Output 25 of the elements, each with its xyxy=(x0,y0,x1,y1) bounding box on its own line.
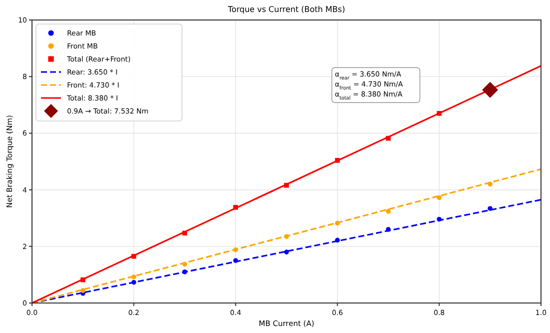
point xyxy=(233,258,238,263)
point xyxy=(488,182,492,187)
point xyxy=(131,280,136,285)
point xyxy=(182,262,188,267)
point xyxy=(182,269,188,274)
point xyxy=(386,208,391,214)
point xyxy=(284,250,289,254)
point xyxy=(436,195,442,200)
point xyxy=(131,274,136,280)
point xyxy=(233,247,238,252)
point xyxy=(182,230,188,236)
point xyxy=(335,158,340,163)
point xyxy=(386,227,391,232)
point xyxy=(284,182,289,188)
point xyxy=(80,277,86,282)
point xyxy=(335,220,340,226)
point xyxy=(233,204,238,210)
chart-title: Torque vs Current (Both MBs) xyxy=(226,5,346,14)
point xyxy=(488,206,492,211)
point xyxy=(335,238,340,243)
point xyxy=(436,110,442,116)
point xyxy=(80,288,86,293)
point xyxy=(284,234,289,239)
point xyxy=(482,82,498,98)
point xyxy=(436,216,442,222)
